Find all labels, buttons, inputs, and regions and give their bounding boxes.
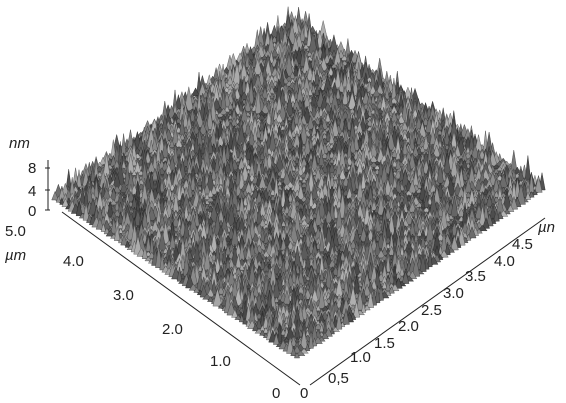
surface-spike	[239, 91, 249, 100]
surface-spike	[215, 112, 226, 118]
surface-spike	[386, 130, 396, 151]
surface-spike	[244, 53, 250, 68]
surface-spike	[205, 108, 214, 130]
surface-spike	[384, 86, 390, 100]
surface-spike	[328, 132, 335, 144]
surface-spike	[198, 121, 208, 135]
surface-spike	[247, 80, 255, 105]
surface-mesh	[51, 6, 546, 359]
surface-spike	[299, 49, 306, 67]
surface-spike	[422, 134, 430, 150]
surface-spike	[279, 68, 285, 87]
surface-spike	[510, 150, 518, 172]
surface-spike	[524, 155, 532, 181]
surface-spike	[443, 128, 451, 145]
surface-spike	[183, 86, 194, 111]
surface-spike	[311, 83, 317, 94]
surface-spike	[307, 86, 313, 96]
surface-spike	[285, 94, 294, 116]
surface-spike	[169, 138, 175, 148]
surface-spike	[286, 115, 293, 121]
surface-spike	[244, 98, 252, 112]
surface-spike	[308, 137, 314, 150]
surface-spike	[227, 101, 234, 110]
surface-spike	[302, 43, 310, 50]
surface-spike	[341, 86, 349, 105]
surface-spike	[251, 53, 257, 68]
surface-spike	[260, 103, 271, 114]
surface-spike	[218, 107, 229, 115]
surface-spike	[324, 111, 331, 123]
